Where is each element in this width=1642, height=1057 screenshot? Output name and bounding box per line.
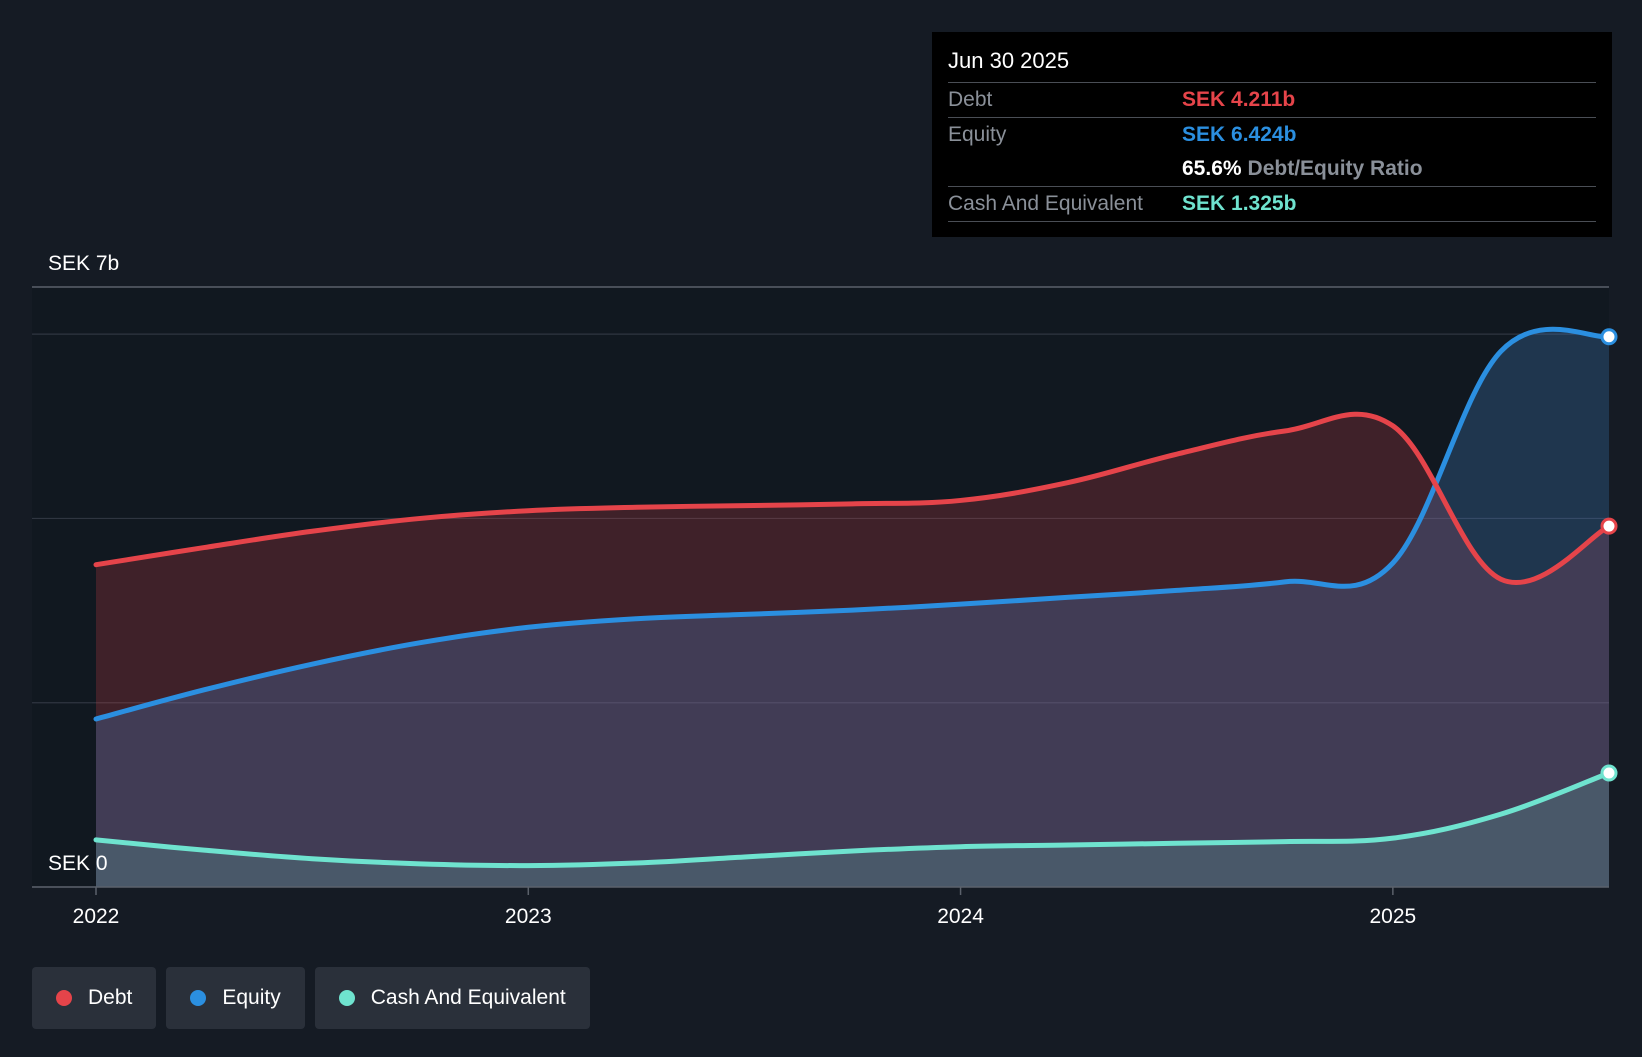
line-cash	[93, 770, 1612, 869]
tooltip-cash-row: Cash And Equivalent SEK 1.325b	[948, 187, 1596, 222]
tooltip-ratio-value: 65.6%	[1182, 157, 1242, 180]
tooltip-equity-row: Equity SEK 6.424b	[948, 118, 1596, 152]
tooltip-equity-label: Equity	[948, 123, 1007, 146]
area-equity-tint	[96, 329, 1609, 887]
legend-dot-cash	[338, 990, 355, 1006]
x-tick-label: 2025	[1369, 905, 1416, 928]
tooltip-debt-value: SEK 4.211b	[1182, 88, 1296, 111]
tooltip-cash-label: Cash And Equivalent	[948, 192, 1143, 215]
legend-label-equity: Equity	[222, 986, 281, 1009]
tooltip-equity-value: SEK 6.424b	[1182, 123, 1297, 146]
line-equity	[93, 326, 1612, 722]
legend-item-debt[interactable]: Debt	[32, 967, 157, 1029]
tooltip-debt-label: Debt	[948, 88, 993, 111]
tooltip-debt-row: Debt SEK 4.211b	[948, 83, 1596, 118]
area-equity	[96, 329, 1609, 887]
legend-dot-debt	[56, 990, 72, 1006]
area-debt	[96, 414, 1609, 887]
tooltip-date: Jun 30 2025	[948, 46, 1596, 83]
x-tick-label: 2023	[505, 905, 552, 928]
tooltip-ratio-label: Debt/Equity Ratio	[1247, 157, 1423, 180]
point-debt-last	[1600, 517, 1618, 535]
chart-legend: Debt Equity Cash And Equivalent	[32, 967, 590, 1029]
line-debt	[93, 411, 1612, 585]
y-axis-top-label: SEK 7b	[48, 252, 119, 275]
area-cash	[96, 773, 1609, 887]
x-tick-label: 2022	[73, 905, 120, 928]
y-axis-bottom-label: SEK 0	[48, 852, 108, 875]
legend-dot-equity	[190, 990, 207, 1006]
point-cash-last	[1600, 764, 1618, 782]
tooltip-cash-value: SEK 1.325b	[1182, 192, 1297, 215]
legend-item-cash[interactable]: Cash And Equivalent	[314, 967, 590, 1029]
point-equity-last	[1600, 328, 1618, 346]
x-tick-label: 2024	[937, 905, 984, 928]
legend-label-debt: Debt	[88, 986, 133, 1009]
data-tooltip: Jun 30 2025 Debt SEK 4.211b Equity SEK 6…	[932, 32, 1612, 237]
legend-item-equity[interactable]: Equity	[166, 967, 305, 1029]
legend-label-cash: Cash And Equivalent	[370, 986, 566, 1009]
tooltip-ratio-row: 65.6% Debt/Equity Ratio	[948, 152, 1596, 187]
